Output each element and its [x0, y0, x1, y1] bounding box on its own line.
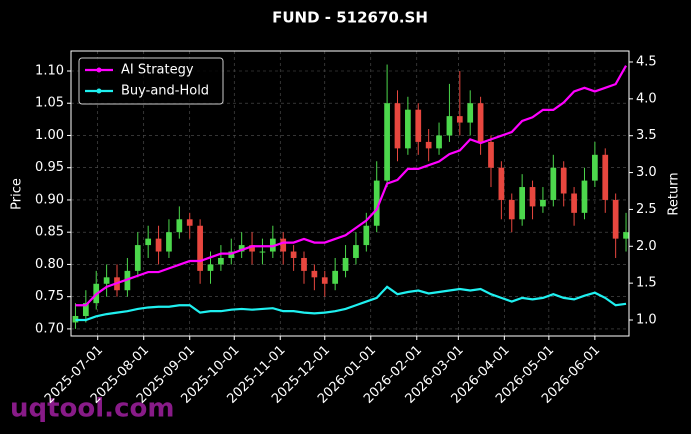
return-line [75, 65, 627, 307]
candle-body [363, 225, 370, 246]
candle-body [176, 219, 183, 233]
candle-body [529, 187, 536, 207]
y-tick-label: 0.90 [35, 192, 64, 207]
return-line [75, 285, 627, 322]
candle-body [342, 257, 349, 271]
candle-body [166, 232, 172, 252]
legend-label: AI Strategy [121, 63, 194, 78]
chart-title: FUND - 512670.SH [272, 9, 428, 27]
candle-body [353, 245, 359, 258]
candle-body [384, 103, 390, 181]
candle-body [581, 180, 588, 213]
y2-tick-label: 4.0 [636, 91, 657, 106]
candle-body [560, 167, 567, 194]
legend-box [78, 57, 224, 105]
candle-body [592, 154, 598, 181]
candle-body [488, 141, 494, 168]
candle-body [218, 257, 224, 265]
y2-tick-label: 1.5 [636, 276, 657, 291]
y2-tick-label: 3.5 [636, 128, 657, 143]
candle-body [519, 187, 526, 220]
candle-body [145, 238, 152, 246]
y2-tick-label: 4.5 [636, 54, 657, 69]
y-tick-label: 0.95 [35, 160, 64, 175]
candle-body [134, 245, 141, 271]
y-tick-label: 1.00 [35, 128, 64, 143]
candle-body [550, 167, 557, 200]
candle-body [238, 245, 245, 252]
candle-body [456, 116, 463, 123]
candle-body [259, 251, 266, 253]
candle-body [602, 154, 609, 200]
watermark: uqtool.com [10, 394, 174, 424]
candle-body [415, 109, 422, 142]
legend-label: Buy-and-Hold [121, 84, 209, 99]
candle-body [332, 270, 339, 284]
candle-body [280, 238, 287, 252]
y2-tick-label: 2.5 [636, 202, 657, 217]
y2-axis-label: Return [667, 172, 682, 215]
candle-body [623, 232, 629, 239]
candle-body [467, 103, 474, 123]
plot-frame [70, 50, 630, 337]
candle-body [301, 257, 307, 271]
candle-body [436, 135, 442, 149]
candle-body [269, 238, 276, 252]
y2-tick-label: 1.0 [636, 313, 657, 328]
y2-tick-label: 3.0 [636, 165, 657, 180]
y2-tick-label: 2.0 [636, 239, 657, 254]
candle-body [571, 193, 577, 213]
candle-body [197, 225, 203, 271]
y-tick-label: 1.10 [35, 63, 64, 78]
candle-body [446, 116, 453, 136]
candle-body [155, 238, 162, 252]
legend-marker [96, 67, 102, 73]
candle-body [228, 251, 235, 258]
candle-body [103, 277, 110, 284]
candle-body [405, 109, 411, 149]
candle-body [82, 303, 89, 317]
y-tick-label: 1.05 [35, 96, 64, 111]
y-tick-label: 0.85 [35, 225, 64, 240]
candle-body [373, 180, 380, 226]
candle-body [508, 199, 515, 220]
candle-body [321, 277, 328, 284]
candle-body [249, 245, 255, 252]
candle-body [311, 270, 318, 278]
y-tick-label: 0.80 [35, 257, 64, 272]
y-tick-label: 0.75 [35, 289, 64, 304]
candle-body [612, 199, 619, 239]
candle-body [290, 251, 297, 258]
candle-body [186, 219, 193, 226]
candle-body [207, 264, 214, 271]
candle-body [540, 199, 546, 207]
legend-marker [96, 88, 102, 94]
y-tick-label: 0.70 [35, 321, 64, 336]
candle-body [394, 103, 401, 149]
y-axis-label: Price [10, 178, 25, 210]
candle-body [477, 103, 484, 142]
candle-body [498, 167, 505, 200]
candle-body [425, 141, 432, 149]
